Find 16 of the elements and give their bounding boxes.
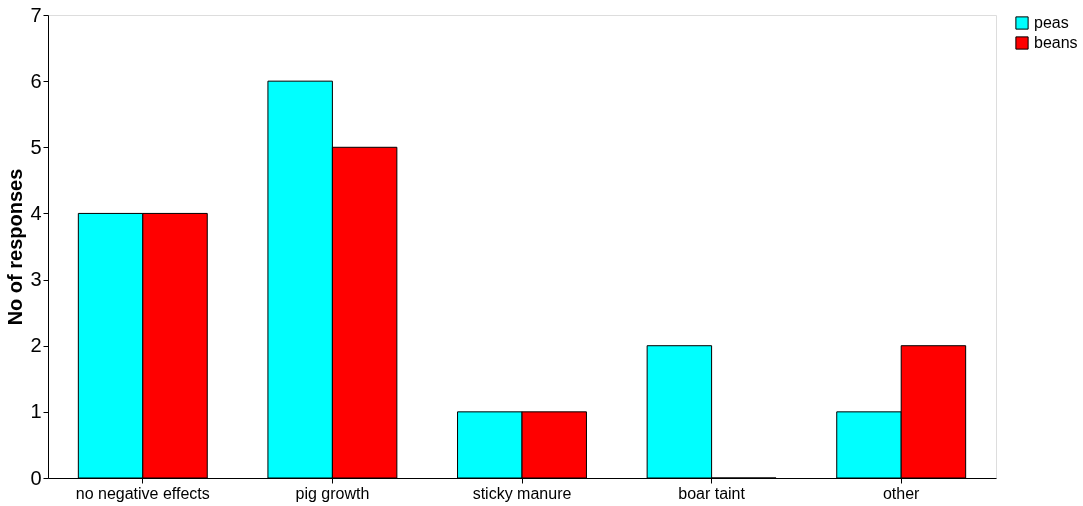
y-tick-label: 5 (30, 135, 42, 158)
x-tick-label: no negative effects (75, 484, 210, 502)
y-tick-label: 3 (30, 268, 42, 291)
x-tick-label: sticky manure (472, 484, 572, 502)
y-tick-label: 4 (30, 201, 42, 224)
y-tick-label: 7 (30, 3, 42, 26)
y-tick-label: 0 (30, 466, 42, 489)
x-tick-label: boar taint (678, 484, 746, 502)
y-tick-label: 1 (30, 400, 42, 423)
y-tick-label: 6 (30, 69, 42, 92)
legend-label: peas (1034, 14, 1069, 31)
y-axis-title: No of responses (4, 168, 27, 326)
y-tick-label: 2 (30, 334, 42, 357)
legend-label: beans (1034, 34, 1078, 51)
x-tick-label: other (882, 484, 921, 502)
x-tick-label: pig growth (295, 484, 370, 502)
